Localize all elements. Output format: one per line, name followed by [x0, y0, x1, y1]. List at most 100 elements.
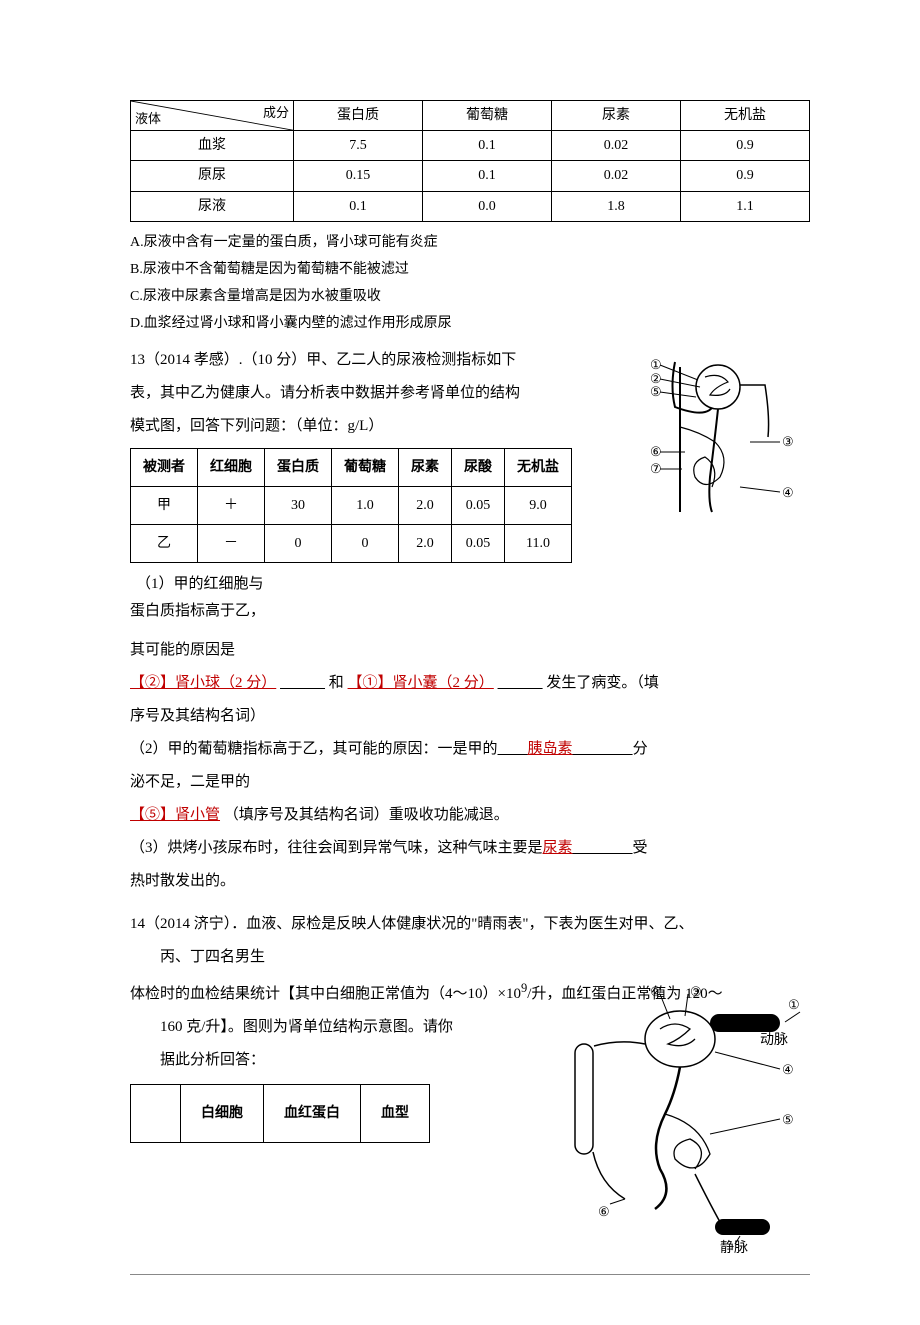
- svg-text:⑥: ⑥: [650, 444, 662, 459]
- q3b-text: 受: [633, 840, 648, 856]
- col-header: 葡萄糖: [332, 448, 399, 486]
- col-header: 尿酸: [452, 448, 505, 486]
- cell: 0: [265, 524, 332, 562]
- q14-bottom-wrap: 动脉 ① ② ③ ④ ⑤ ⑥ 静脉 160 克/升】。图则为肾单位结构: [130, 1014, 810, 1274]
- col-header: 尿素: [551, 101, 680, 131]
- answer-tubule: 【⑤】肾小管: [130, 807, 220, 823]
- table-row: 白细胞 血红蛋白 血型: [131, 1085, 430, 1143]
- mc-options: A.尿液中含有一定量的蛋白质，肾小球可能有炎症 B.尿液中不含葡萄糖是因为葡萄糖…: [130, 230, 810, 337]
- answer-glomerulus: 【②】肾小球（2 分）: [130, 675, 276, 691]
- blank: [573, 840, 633, 856]
- col-header: 尿素: [399, 448, 452, 486]
- q13-q1-prefix: （1）甲的红细胞与: [136, 576, 264, 592]
- cell: 0.02: [551, 161, 680, 191]
- svg-text:⑤: ⑤: [650, 384, 662, 399]
- svg-text:①: ①: [650, 357, 662, 372]
- blank: [280, 675, 325, 691]
- svg-text:⑤: ⑤: [782, 1112, 794, 1127]
- cell: 1.8: [551, 191, 680, 221]
- cell: 30: [265, 486, 332, 524]
- diag-left-label: 液体: [135, 107, 161, 130]
- table-row: 甲 ＋ 30 1.0 2.0 0.05 9.0: [131, 486, 572, 524]
- answer-bowman-capsule: 【①】肾小囊（2 分）: [348, 675, 494, 691]
- fluid-composition-table: 液体 成分 蛋白质 葡萄糖 尿素 无机盐 血浆 7.5 0.1 0.02 0.9…: [130, 100, 810, 222]
- q1-tail: 发生了病变。（填: [546, 675, 659, 691]
- diagonal-header-cell: 液体 成分: [131, 101, 294, 131]
- cell: 0.1: [422, 161, 551, 191]
- nephron-structure-icon: 动脉 ① ② ③ ④ ⑤ ⑥ 静脉: [510, 984, 810, 1264]
- row-label: 原尿: [131, 161, 294, 191]
- col-header: 无机盐: [505, 448, 572, 486]
- cell: 0.1: [293, 191, 422, 221]
- q13-q1-tail2: 序号及其结构名词）: [130, 703, 810, 730]
- q14-lead1: 14（2014 济宁）．血液、尿检是反映人体健康状况的"晴雨表"，下表为医生对甲…: [130, 911, 810, 938]
- col-header: 无机盐: [680, 101, 809, 131]
- nephron-diagram-q14: 动脉 ① ② ③ ④ ⑤ ⑥ 静脉: [510, 984, 810, 1274]
- cell: －: [198, 524, 265, 562]
- q14-lead3b: /升，血红蛋白正常值为 120～: [527, 986, 722, 1002]
- fluid-composition-table-wrap: 液体 成分 蛋白质 葡萄糖 尿素 无机盐 血浆 7.5 0.1 0.02 0.9…: [130, 100, 810, 222]
- q13-answer-line1: 【②】肾小球（2 分） 和 【①】肾小囊（2 分） 发生了病变。（填: [130, 670, 810, 697]
- cell: 0.05: [452, 524, 505, 562]
- cell: 2.0: [399, 524, 452, 562]
- q13-q2-line3: 【⑤】肾小管 （填序号及其结构名词）重吸收功能减退。: [130, 802, 810, 829]
- col-header: 蛋白质: [265, 448, 332, 486]
- q14-lead3a: 体检时的血检结果统计【其中白细胞正常值为（4～10）×10: [130, 986, 521, 1002]
- cell: 0.05: [452, 486, 505, 524]
- table-row: 乙 － 0 0 2.0 0.05 11.0: [131, 524, 572, 562]
- conj-and: 和: [329, 675, 344, 691]
- kidney-unit-icon: ① ② ⑤ ③ ④ ⑥ ⑦: [620, 347, 810, 527]
- col-header: 葡萄糖: [422, 101, 551, 131]
- q14-lead2: 丙、丁四名男生: [130, 944, 810, 971]
- blank: [498, 741, 528, 757]
- q13-q2-line2: 泌不足，二是甲的: [130, 769, 810, 796]
- table-row: 原尿 0.15 0.1 0.02 0.9: [131, 161, 810, 191]
- col-header: 被测者: [131, 448, 198, 486]
- q13-q2-line1: （2）甲的葡萄糖指标高于乙，其可能的原因：一是甲的 胰岛素 分: [130, 736, 810, 763]
- table-row: 血浆 7.5 0.1 0.02 0.9: [131, 131, 810, 161]
- option-a: A.尿液中含有一定量的蛋白质，肾小球可能有炎症: [130, 230, 810, 255]
- cell: ＋: [198, 486, 265, 524]
- urine-test-table: 被测者 红细胞 蛋白质 葡萄糖 尿素 尿酸 无机盐 甲 ＋ 30 1.0 2.0…: [130, 448, 572, 564]
- cell: 0.02: [551, 131, 680, 161]
- answer-urea: 尿素: [543, 840, 573, 856]
- empty-header: [131, 1085, 181, 1143]
- option-d: D.血浆经过肾小球和肾小囊内壁的滤过作用形成原尿: [130, 311, 810, 336]
- q13-block: ① ② ⑤ ③ ④ ⑥ ⑦ 13（2014 孝感）.（10 分）甲、乙二人的尿液…: [130, 347, 810, 632]
- diag-right-label: 成分: [263, 101, 289, 124]
- table-row: 被测者 红细胞 蛋白质 葡萄糖 尿素 尿酸 无机盐: [131, 448, 572, 486]
- svg-text:⑦: ⑦: [650, 461, 662, 476]
- q13-q3-line1: （3）烘烤小孩尿布时，往往会闻到异常气味，这种气味主要是尿素 受: [130, 835, 810, 862]
- option-b: B.尿液中不含葡萄糖是因为葡萄糖不能被滤过: [130, 257, 810, 282]
- option-c: C.尿液中尿素含量增高是因为水被重吸收: [130, 284, 810, 309]
- blank: [573, 741, 633, 757]
- q13-q3-line2: 热时散发出的。: [130, 868, 810, 895]
- col-header: 血红蛋白: [264, 1085, 361, 1143]
- table-row: 液体 成分 蛋白质 葡萄糖 尿素 无机盐: [131, 101, 810, 131]
- cell: 0: [332, 524, 399, 562]
- svg-text:④: ④: [782, 1062, 794, 1077]
- cell: 乙: [131, 524, 198, 562]
- nephron-diagram-q13: ① ② ⑤ ③ ④ ⑥ ⑦: [620, 347, 810, 537]
- cell: 2.0: [399, 486, 452, 524]
- page-footer-rule: [130, 1274, 810, 1275]
- cell: 1.1: [680, 191, 809, 221]
- col-header: 蛋白质: [293, 101, 422, 131]
- svg-text:④: ④: [782, 485, 794, 500]
- q13-q1-cont: 其可能的原因是: [130, 637, 810, 664]
- q13-q1-line2: 蛋白质指标高于乙，: [130, 598, 810, 625]
- cell: 11.0: [505, 524, 572, 562]
- cell: 1.0: [332, 486, 399, 524]
- svg-text:静脉: 静脉: [720, 1240, 748, 1256]
- cell: 9.0: [505, 486, 572, 524]
- q2b-tail: （填序号及其结构名词）重吸收功能减退。: [224, 807, 509, 823]
- cell: 甲: [131, 486, 198, 524]
- q3a-text: （3）烘烤小孩尿布时，往往会闻到异常气味，这种气味主要是: [130, 840, 543, 856]
- blood-test-table: 白细胞 血红蛋白 血型: [130, 1084, 430, 1143]
- cell: 0.9: [680, 131, 809, 161]
- svg-text:动脉: 动脉: [760, 1032, 788, 1048]
- q14-lead3: 体检时的血检结果统计【其中白细胞正常值为（4～10）×109/升，血红蛋白正常值…: [130, 977, 810, 1008]
- col-header: 白细胞: [181, 1085, 264, 1143]
- cell: 7.5: [293, 131, 422, 161]
- svg-text:③: ③: [782, 434, 794, 449]
